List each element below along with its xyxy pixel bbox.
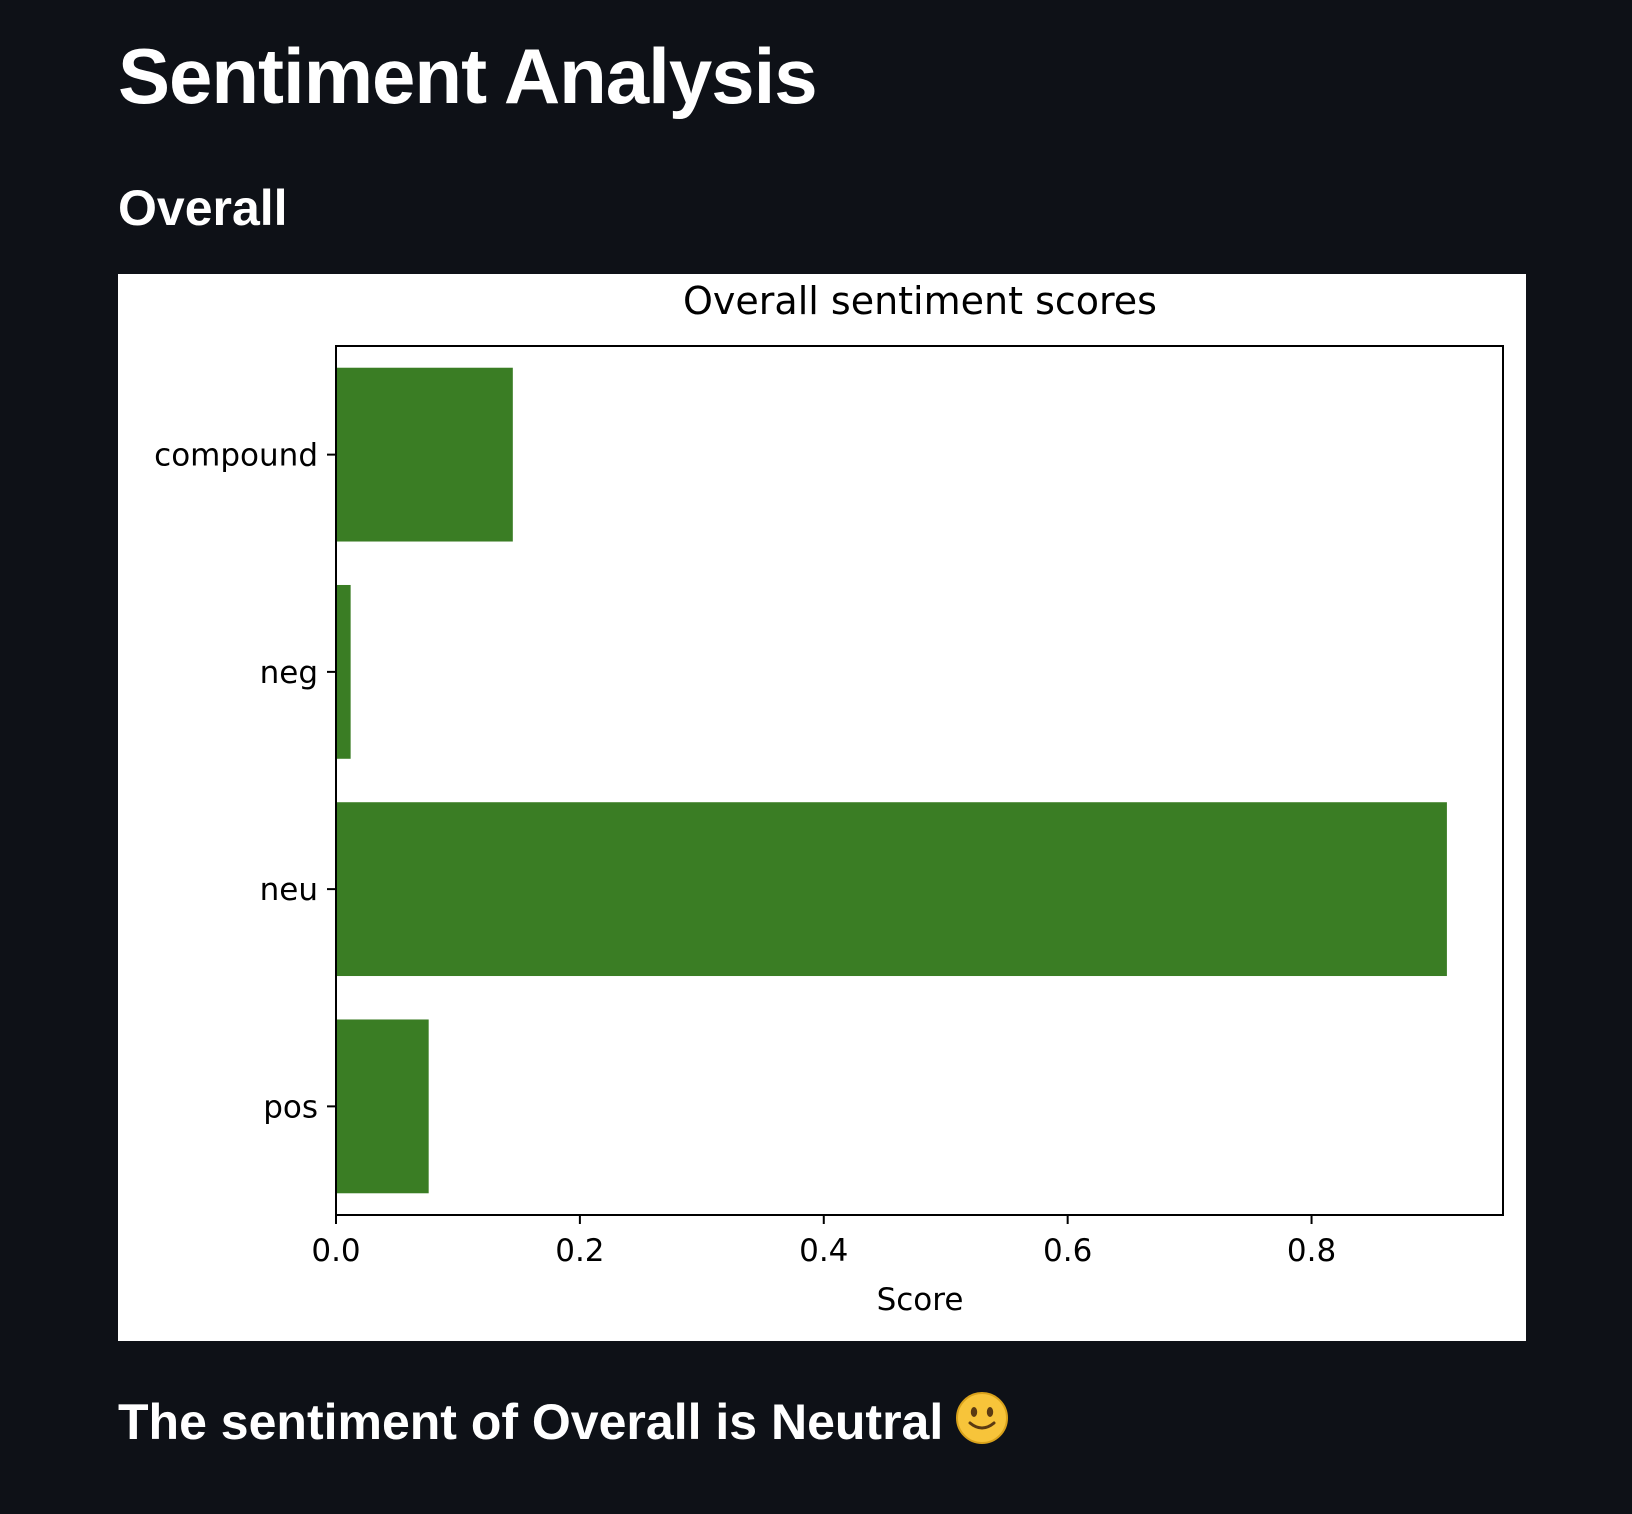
x-tick-label: 0.8 — [1287, 1233, 1336, 1269]
result-label: The sentiment of Overall is Neutral — [118, 1394, 944, 1450]
x-tick-label: 0.0 — [311, 1233, 360, 1269]
bar-neg — [336, 584, 351, 759]
chart-svg: Overall sentiment scores compound neg neu p… — [154, 279, 1504, 1318]
bars-layer — [336, 367, 1447, 1194]
plot-frame — [335, 345, 1504, 1216]
bar-pos — [336, 1019, 429, 1194]
x-axis-label: Score — [877, 1282, 964, 1318]
slightly-smiling-face-icon — [955, 1391, 1009, 1460]
ticks-layer: compound neg neu pos 0.0 0.2 0.4 0.6 0.8 — [154, 438, 1336, 1269]
section-title: Overall — [118, 180, 288, 236]
x-tick-label: 0.2 — [555, 1233, 604, 1269]
bar-neu — [336, 802, 1447, 977]
y-tick-label: neu — [260, 872, 318, 908]
y-tick-label: pos — [263, 1089, 318, 1125]
x-tick-label: 0.4 — [799, 1233, 848, 1269]
y-tick-label: neg — [260, 655, 318, 691]
result-text: The sentiment of Overall is Neutral — [118, 1390, 1009, 1460]
sentiment-chart: Overall sentiment scores compound neg neu p… — [118, 274, 1526, 1341]
bar-compound — [336, 367, 513, 542]
y-tick-label: compound — [154, 438, 318, 474]
chart-title: Overall sentiment scores — [683, 279, 1157, 323]
page-title: Sentiment Analysis — [118, 32, 818, 120]
x-tick-label: 0.6 — [1043, 1233, 1092, 1269]
